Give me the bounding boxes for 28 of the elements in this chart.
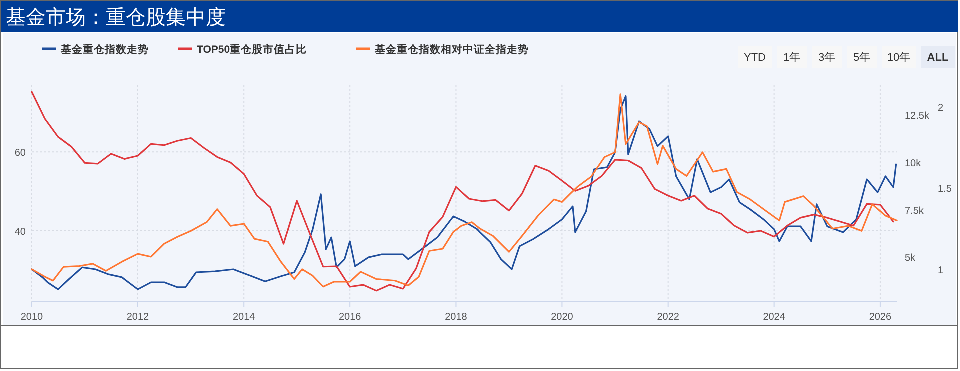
range-button: YTD <box>738 46 772 68</box>
y2-tick-label: 12.5k <box>905 111 930 122</box>
y-tick-label: 60 <box>14 148 26 160</box>
x-tick-label: 2014 <box>232 312 256 323</box>
x-tick-label: 2022 <box>657 312 680 323</box>
x-tick-label: 2024 <box>763 312 786 323</box>
y2-tick-label: 5k <box>905 253 917 264</box>
legend-label: TOP50重仓股市值占比 <box>197 43 308 56</box>
chart-title: 基金市场：重仓股集中度 <box>6 7 226 29</box>
y3-tick-label: 1.5 <box>938 184 952 196</box>
y-tick-label: 40 <box>14 226 26 238</box>
legend-label: 基金重仓指数走势 <box>60 43 149 56</box>
range-button: ALL <box>921 46 955 68</box>
y2-tick-label: 10k <box>905 158 922 170</box>
range-button: 1年 <box>777 46 807 68</box>
y2-tick-label: 7.5k <box>905 206 925 217</box>
y3-tick-label: 1 <box>938 265 944 276</box>
y3-tick-label: 2 <box>938 102 944 114</box>
range-button: 5年 <box>847 46 877 68</box>
x-tick-label: 2010 <box>20 312 44 323</box>
x-tick-label: 2020 <box>551 312 574 323</box>
range-button: 3年 <box>812 46 842 68</box>
x-tick-label: 2012 <box>126 312 150 323</box>
x-tick-label: 2018 <box>445 312 468 323</box>
x-tick-label: 2026 <box>869 312 892 323</box>
x-tick-label: 2016 <box>338 312 362 323</box>
legend-label: 基金重仓指数相对中证全指走势 <box>374 43 529 56</box>
range-button: 10年 <box>882 46 916 68</box>
